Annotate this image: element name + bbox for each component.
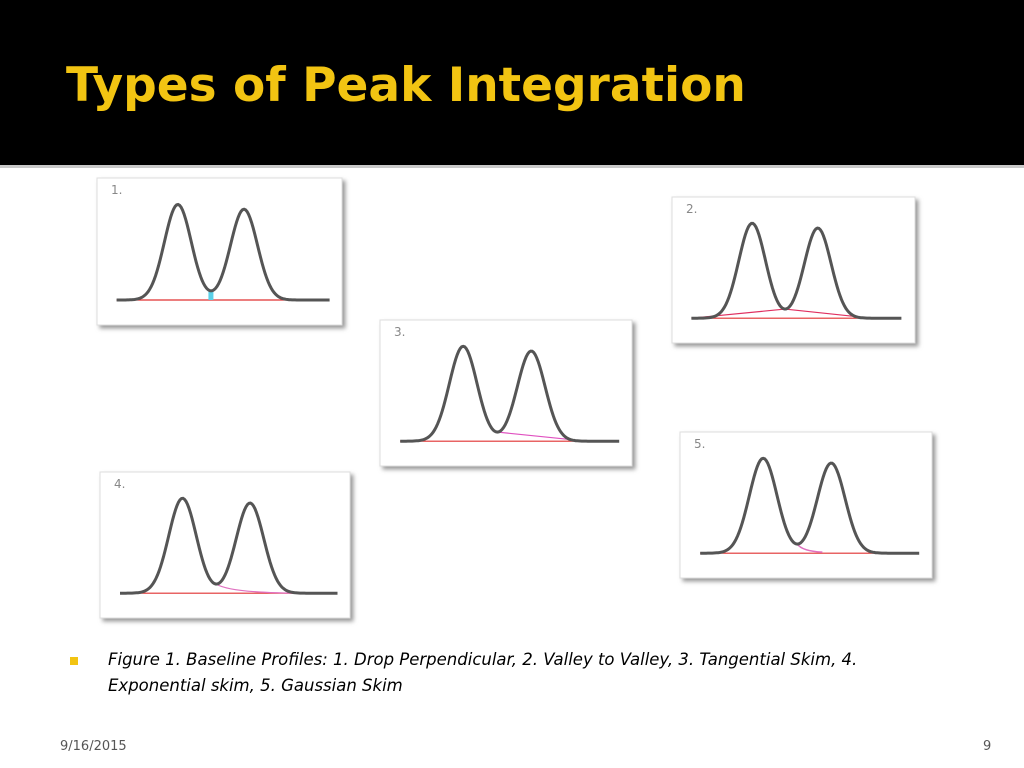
chromatogram xyxy=(120,496,338,595)
slide-title: Types of Peak Integration xyxy=(66,58,746,113)
caption-line: Figure 1. Baseline Profiles: 1. Drop Per… xyxy=(108,650,858,669)
figure-label: 3. xyxy=(394,325,405,339)
chromatogram xyxy=(700,456,920,555)
header-bar xyxy=(0,0,1024,160)
footer-date: 9/16/2015 xyxy=(60,739,127,754)
figure-label: 4. xyxy=(114,477,125,491)
header-rule xyxy=(0,165,1024,168)
bullet xyxy=(70,657,78,665)
caption-line: Exponential skim, 5. Gaussian Skim xyxy=(108,676,403,695)
figure-frame xyxy=(99,471,351,619)
figure-label: 1. xyxy=(111,183,122,197)
chromatogram xyxy=(400,344,620,443)
figure-label: 2. xyxy=(686,202,697,216)
chromatogram xyxy=(116,202,330,302)
figure-frame xyxy=(379,319,633,467)
figure-frame xyxy=(671,196,916,344)
figure-frame xyxy=(96,177,343,326)
page-number: 9 xyxy=(983,739,992,754)
chromatogram xyxy=(691,221,902,320)
figure-frame xyxy=(679,431,933,579)
figure-label: 5. xyxy=(694,437,705,451)
